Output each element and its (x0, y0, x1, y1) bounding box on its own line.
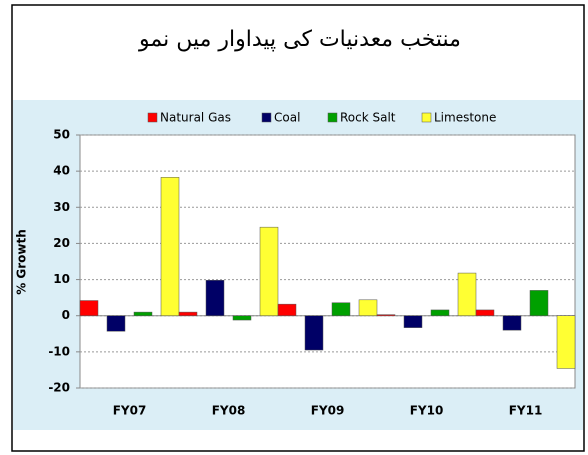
y-tick-label: 0 (62, 308, 70, 322)
bar (133, 311, 153, 316)
legend-swatch (421, 112, 432, 123)
y-tick-label: 20 (53, 236, 70, 250)
x-tick-label: FY10 (410, 404, 444, 418)
legend-label: Natural Gas (160, 111, 231, 125)
legend-swatch (147, 112, 158, 123)
y-tick-label: 30 (53, 200, 70, 214)
legend-label: Limestone (434, 111, 496, 125)
bar (232, 315, 252, 321)
legend-swatch (261, 112, 272, 123)
bar (403, 315, 423, 328)
x-tick-label: FY11 (509, 404, 543, 418)
bar (259, 226, 279, 316)
bar (178, 311, 198, 316)
bar (502, 315, 522, 331)
bar (376, 314, 396, 316)
bar (556, 315, 576, 369)
chart-title: منتخب معدنیات کی پیداوار میں نمو (138, 27, 461, 52)
x-tick-label: FY08 (212, 404, 246, 418)
bar (529, 290, 549, 316)
x-tick-label: FY09 (311, 404, 345, 418)
bar (430, 309, 450, 316)
y-tick-label: -10 (48, 344, 70, 358)
y-tick-label: 40 (53, 164, 70, 178)
y-axis-label: % Growth (15, 229, 29, 295)
legend-label: Rock Salt (340, 111, 396, 125)
legend-label: Coal (274, 111, 300, 125)
bar (277, 303, 297, 316)
bar (160, 177, 180, 316)
x-tick-label: FY07 (113, 404, 147, 418)
plot-area (79, 134, 576, 389)
bar (205, 280, 225, 316)
bar (331, 302, 351, 316)
bar (79, 300, 99, 316)
bar (106, 315, 126, 332)
bar (304, 315, 324, 351)
bar (475, 309, 495, 316)
legend-swatch (327, 112, 338, 123)
y-tick-label: 50 (53, 128, 70, 142)
bar (358, 299, 378, 316)
bar (457, 272, 477, 316)
y-tick-label: -20 (48, 381, 70, 395)
y-tick-label: 10 (53, 272, 70, 286)
